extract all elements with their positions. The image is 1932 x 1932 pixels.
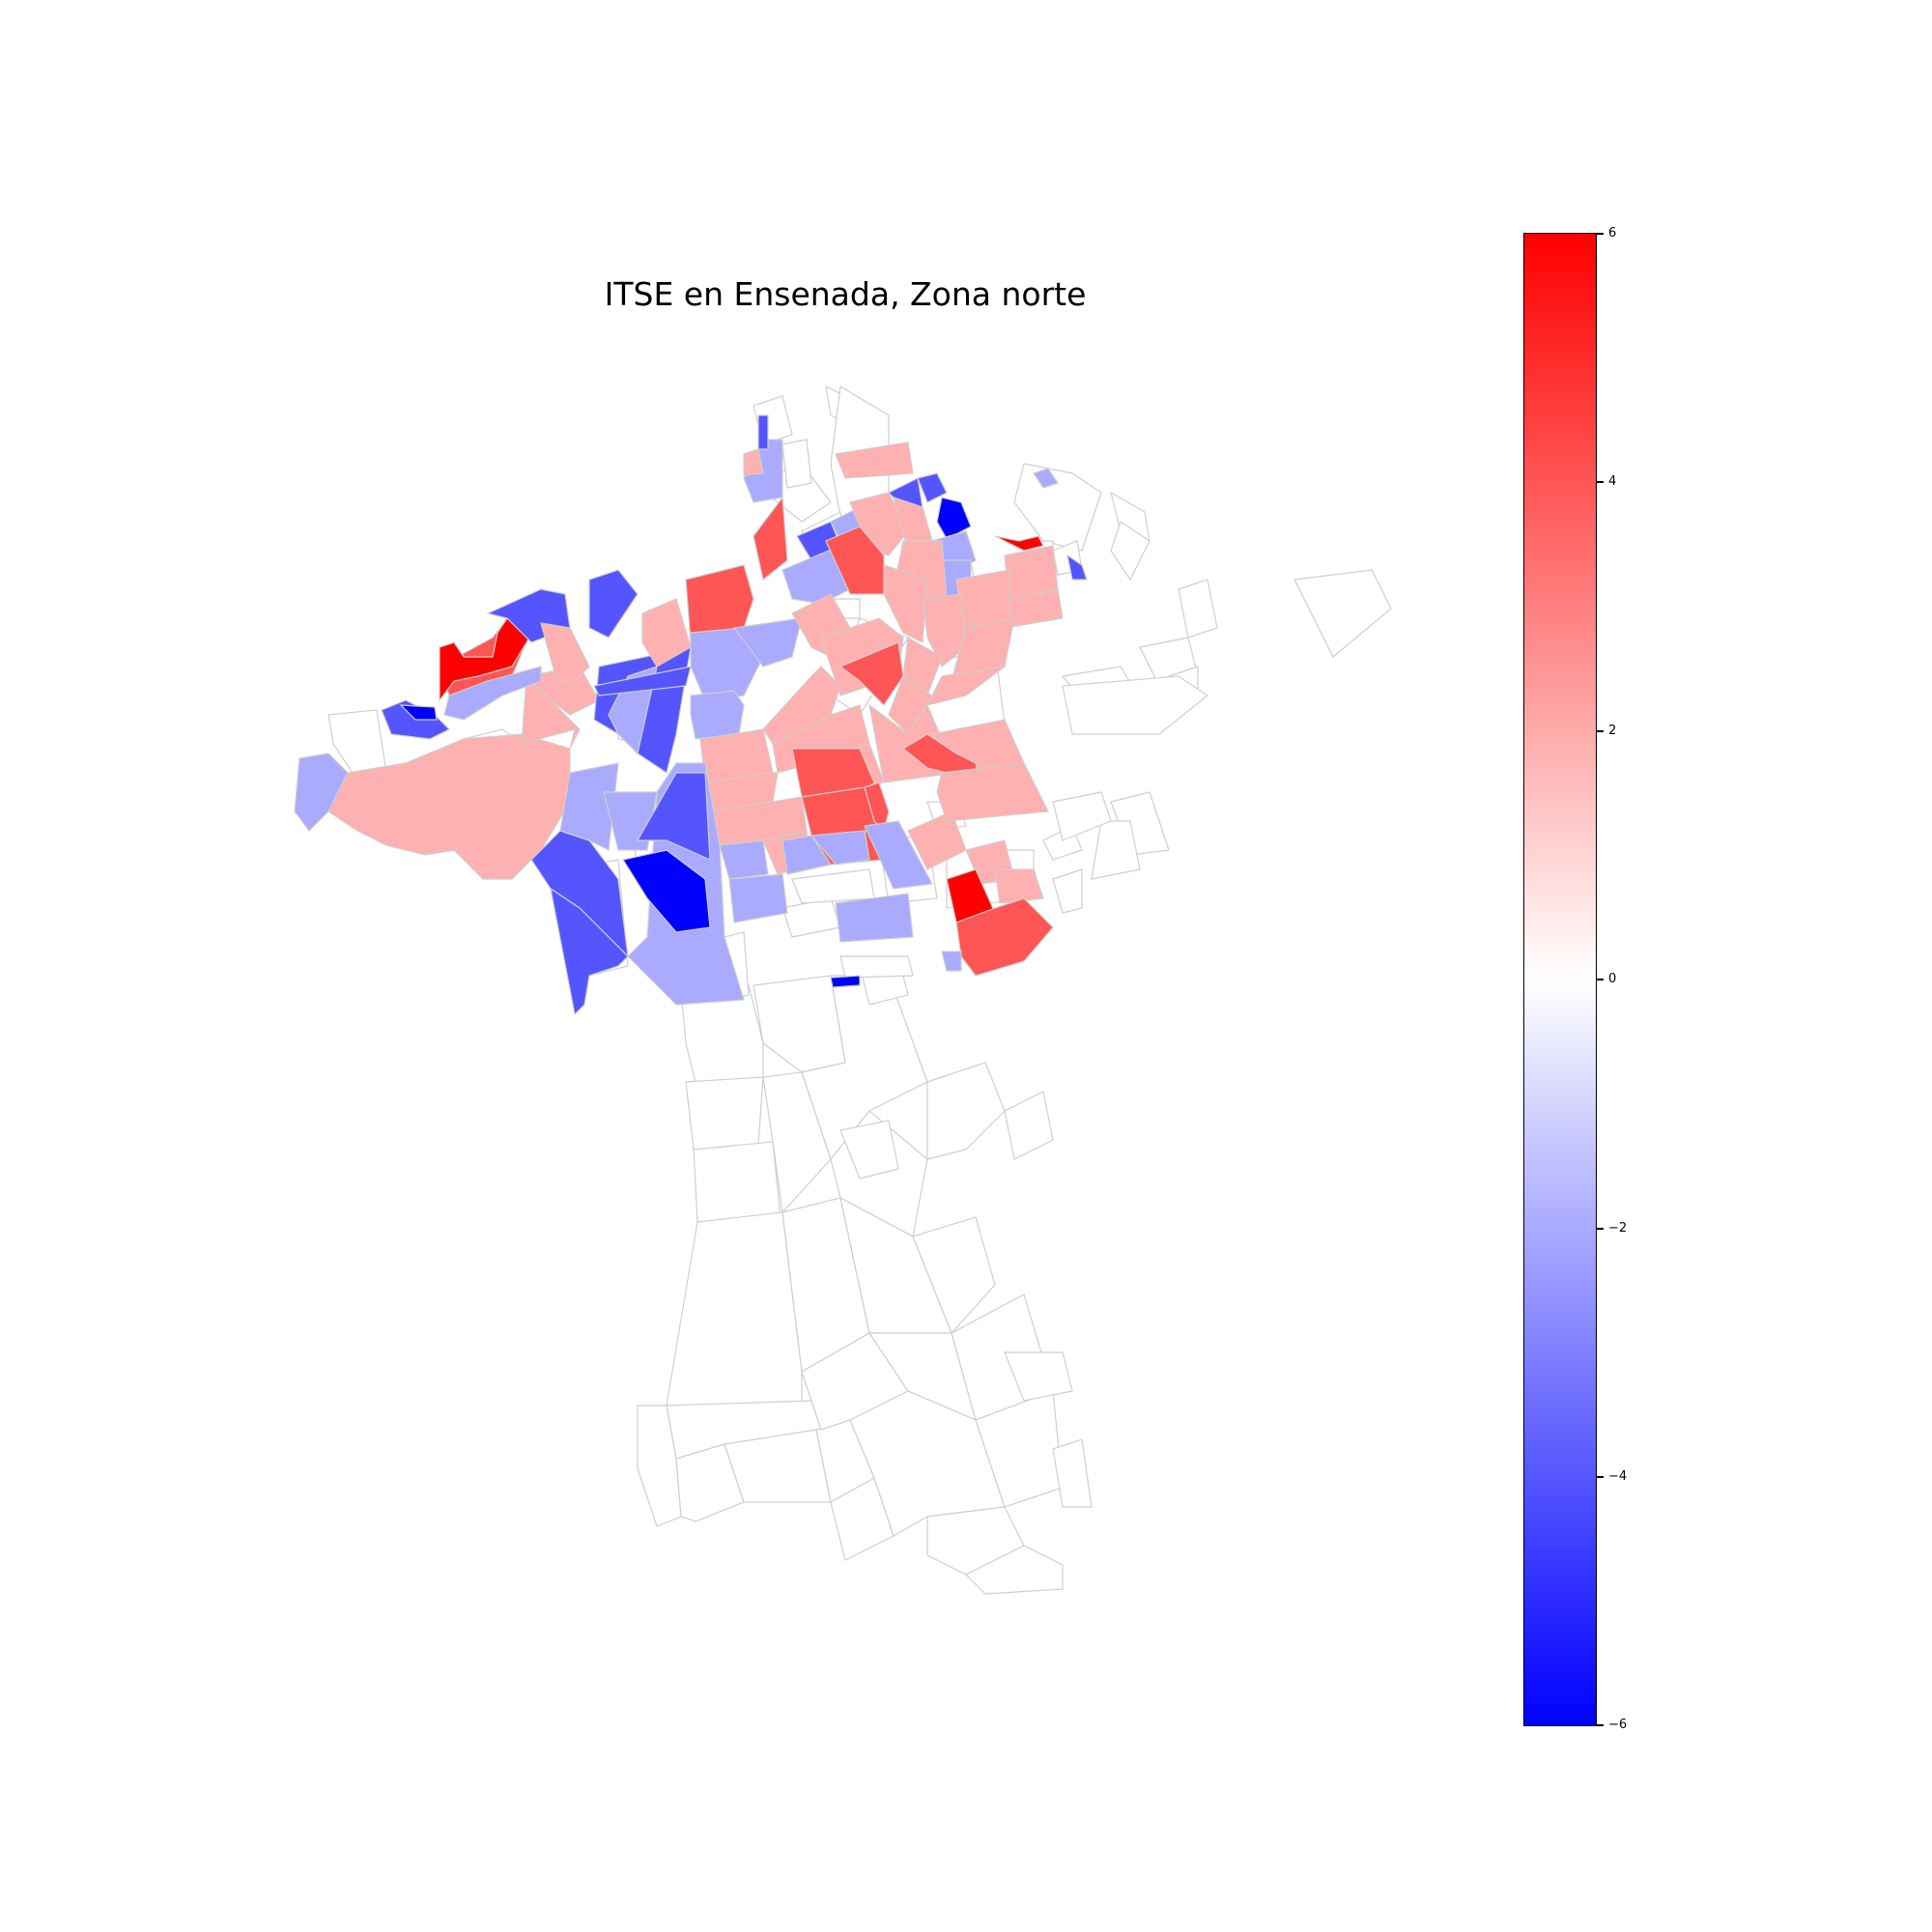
tract — [757, 414, 769, 450]
tract — [994, 535, 1044, 552]
tract — [719, 839, 769, 880]
tract — [1091, 820, 1141, 880]
tract — [781, 439, 812, 489]
tract — [964, 1545, 1064, 1595]
tract — [675, 1443, 745, 1522]
tract — [550, 887, 629, 1016]
tract — [294, 753, 349, 832]
tract — [743, 448, 764, 476]
colorbar-tick-label: −2 — [1608, 1221, 1628, 1236]
tract — [622, 849, 711, 933]
tract — [1110, 521, 1151, 582]
tract — [1178, 579, 1218, 639]
tract — [540, 622, 590, 687]
tract — [936, 497, 972, 540]
tract — [690, 690, 745, 740]
tract — [399, 704, 438, 721]
tract — [926, 1062, 1006, 1160]
colorbar-tick-label: −4 — [1608, 1469, 1628, 1484]
tract — [685, 564, 754, 643]
tract — [728, 873, 788, 923]
tract — [1052, 1438, 1093, 1508]
tract — [810, 830, 870, 866]
tract — [838, 641, 904, 706]
colorbar-tick-label: 4 — [1608, 474, 1617, 489]
southern-tracts — [637, 955, 1093, 1595]
tract — [1033, 468, 1059, 489]
tract — [791, 868, 875, 904]
colorbar-tick-label: 0 — [1608, 972, 1617, 986]
tract — [955, 897, 1054, 977]
tract — [588, 569, 639, 639]
tract — [1066, 554, 1088, 581]
tract — [753, 496, 788, 582]
tract — [636, 772, 711, 861]
colorbar — [1523, 233, 1597, 1726]
tract — [732, 617, 803, 668]
tract — [762, 1071, 832, 1214]
tract — [1052, 791, 1112, 841]
tract — [864, 820, 933, 890]
tract — [1293, 569, 1392, 658]
colorbar-tick-label: 6 — [1608, 226, 1617, 241]
tract — [593, 666, 692, 696]
tract — [781, 835, 832, 875]
tract — [693, 1141, 781, 1223]
tract — [641, 598, 692, 668]
tract — [1004, 1351, 1073, 1402]
tract — [864, 781, 890, 833]
tract — [839, 955, 914, 979]
tract — [443, 666, 542, 721]
tract — [941, 951, 962, 972]
tract — [559, 762, 619, 851]
tract — [1062, 675, 1209, 735]
tract — [1052, 868, 1083, 914]
tract — [835, 441, 914, 479]
tract — [994, 868, 1044, 904]
colored-tracts — [294, 414, 1088, 1016]
tract — [1004, 1091, 1054, 1160]
colorbar-tick-label: −6 — [1608, 1718, 1628, 1732]
tract — [835, 893, 914, 943]
tract — [936, 762, 1049, 822]
tract — [685, 1076, 764, 1151]
tract — [922, 593, 967, 668]
tract — [883, 564, 928, 643]
tract — [912, 1216, 996, 1335]
tract — [1013, 463, 1102, 552]
tract — [917, 472, 948, 503]
tract — [666, 1211, 803, 1406]
tract — [781, 897, 841, 938]
tract — [830, 975, 861, 988]
colorbar-tick-label: 2 — [1608, 724, 1617, 738]
tract — [839, 1120, 899, 1179]
tract — [753, 975, 846, 1073]
map-title: ITSE en Ensenada, Zona norte — [604, 275, 1087, 313]
